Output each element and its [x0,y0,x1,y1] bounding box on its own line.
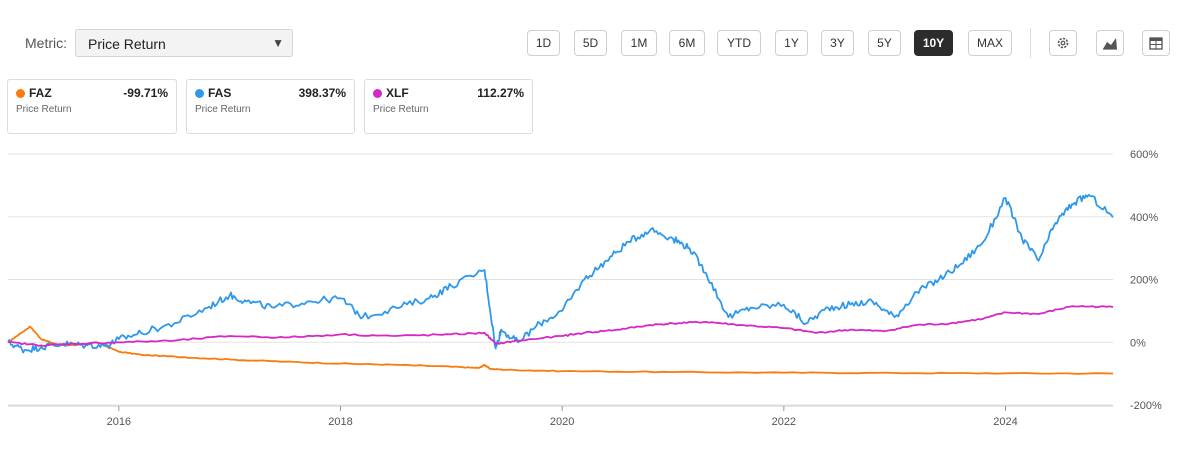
gear-icon [1057,37,1069,49]
series-line-faz [7,325,1114,375]
legend-return-value: 398.37% [298,86,346,100]
legend-return-value: -99.71% [123,86,168,100]
legend-card-faz[interactable]: FAZ -99.71% Price Return [7,79,177,134]
period-1m-button[interactable]: 1M [621,30,657,56]
legend-metric: Price Return [373,104,429,115]
y-tick-label: 600% [1130,149,1158,161]
period-1y-button[interactable]: 1Y [775,30,808,56]
legend-symbol: XLF [386,86,409,100]
period-6m-button[interactable]: 6M [669,30,705,56]
table-view-button[interactable] [1142,30,1170,56]
x-tick-label: 2018 [328,416,352,428]
chart-type-button[interactable] [1096,30,1124,56]
x-tick-label: 2020 [550,416,574,428]
y-tick-label: 200% [1130,275,1158,287]
period-10y-button[interactable]: 10Y [914,30,953,56]
period-3y-button[interactable]: 3Y [821,30,854,56]
table-icon [1149,36,1163,50]
period-1d-button[interactable]: 1D [527,30,560,56]
toolbar-divider [1030,28,1031,58]
legend-symbol: FAS [208,86,232,100]
x-tick-label: 2024 [993,416,1017,428]
series-color-dot [195,89,204,98]
legend-metric: Price Return [16,104,72,115]
period-5y-button[interactable]: 5Y [868,30,901,56]
x-tick-label: 2016 [107,416,131,428]
chevron-down-icon: ▼ [272,36,284,50]
metric-label: Metric: [25,35,67,51]
series-color-dot [373,89,382,98]
legend-symbol: FAZ [29,86,52,100]
settings-button[interactable] [1049,30,1077,56]
x-tick-label: 2022 [772,416,796,428]
series-line-fas [7,193,1114,354]
metric-dropdown[interactable]: Price Return ▼ [75,29,293,57]
y-tick-label: 0% [1130,337,1146,349]
y-tick-label: 400% [1130,212,1158,224]
price-return-chart[interactable]: 600% 400% 200% 0% -200% 2016 2018 2020 2022 2024 [0,140,1182,440]
area-chart-icon [1103,38,1117,50]
legend-card-xlf[interactable]: XLF 112.27% Price Return [364,79,533,134]
legend-metric: Price Return [195,104,251,115]
metric-dropdown-value: Price Return [88,36,166,52]
legend-return-value: 112.27% [477,86,524,100]
series-line-xlf [7,305,1114,347]
legend-card-fas[interactable]: FAS 398.37% Price Return [186,79,355,134]
period-max-button[interactable]: MAX [968,30,1012,56]
y-tick-label: -200% [1130,400,1162,412]
period-5d-button[interactable]: 5D [574,30,607,56]
period-ytd-button[interactable]: YTD [717,30,761,56]
series-color-dot [16,89,25,98]
